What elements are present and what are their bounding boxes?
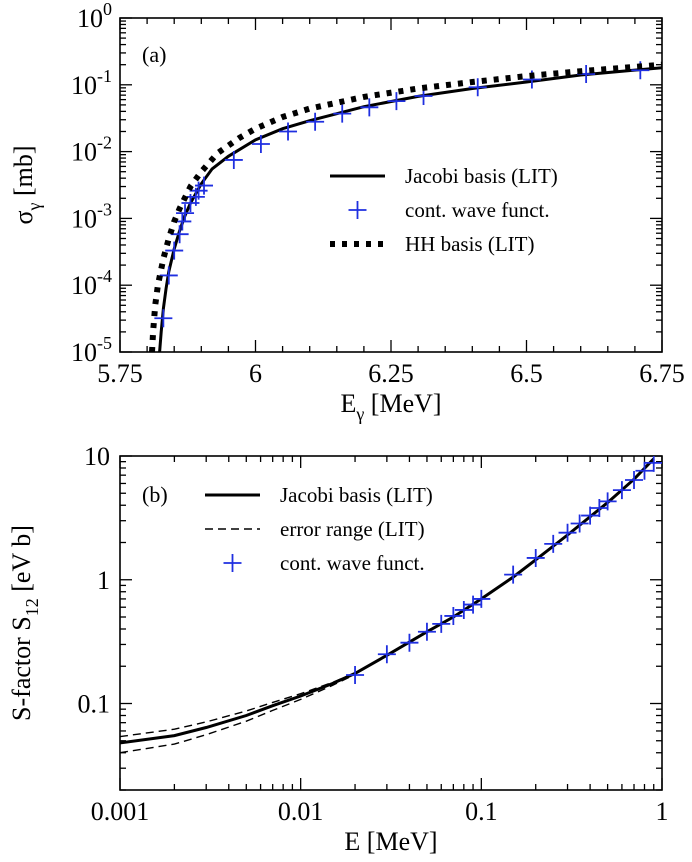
y-tick-label: 10-5 bbox=[71, 333, 112, 367]
data-point-plus bbox=[625, 470, 644, 489]
y-tick-label: 100 bbox=[77, 0, 112, 33]
panel-a-chart: 5.75 6 6.25 6.5 6.75 10-5 10-4 10-3 10-2 10-1 100 E… bbox=[9, 0, 685, 424]
data-point-plus bbox=[432, 614, 451, 633]
y-tick-label: 10-1 bbox=[71, 66, 112, 100]
data-point-plus bbox=[279, 122, 298, 141]
data-point-plus bbox=[195, 176, 214, 195]
series-line-dashed bbox=[120, 672, 356, 738]
data-point-plus bbox=[224, 150, 243, 169]
legend-marker bbox=[348, 201, 367, 219]
data-point-plus bbox=[165, 241, 184, 260]
data-point-plus bbox=[360, 98, 379, 117]
panel-b-chart: 0.001 0.01 0.1 1 0.1 1 10 E [MeV] S-factor S12 [… bbox=[7, 442, 669, 856]
x-tick-label: 0.1 bbox=[465, 797, 498, 826]
legend-label: cont. wave funct. bbox=[280, 551, 425, 575]
data-point-plus bbox=[612, 481, 631, 500]
series-line-solid bbox=[158, 66, 662, 352]
data-point-plus bbox=[558, 523, 577, 542]
y-tick-label: 0.1 bbox=[78, 690, 111, 719]
data-point-plus bbox=[544, 534, 563, 553]
data-point-plus bbox=[346, 665, 365, 684]
panel-tag: (b) bbox=[142, 482, 168, 507]
plot-frame bbox=[119, 455, 663, 791]
data-point-plus bbox=[444, 606, 463, 625]
x-tick-label: 6.75 bbox=[639, 359, 685, 388]
x-tick-label: 6.5 bbox=[510, 359, 543, 388]
data-point-plus bbox=[504, 565, 523, 584]
data-point-plus bbox=[644, 456, 662, 472]
x-tick-label: 0.01 bbox=[278, 797, 324, 826]
data-point-plus bbox=[400, 633, 419, 652]
data-point-plus bbox=[159, 266, 178, 285]
data-point-plus bbox=[306, 112, 325, 131]
data-point-plus bbox=[454, 600, 473, 619]
data-point-plus bbox=[472, 589, 491, 608]
legend-label: Jacobi basis (LIT) bbox=[405, 164, 558, 188]
x-axis-label: Eγ [MeV] bbox=[340, 389, 441, 424]
series-line-dashed-lower bbox=[120, 673, 356, 754]
data-point-plus bbox=[251, 134, 270, 153]
data-point-plus bbox=[377, 645, 396, 664]
data-point-plus bbox=[598, 492, 617, 511]
legend-label: cont. wave funct. bbox=[405, 198, 550, 222]
legend-label: HH basis (LIT) bbox=[405, 232, 534, 256]
y-tick-label: 10 bbox=[84, 442, 110, 471]
series-group bbox=[120, 456, 662, 754]
data-point-plus bbox=[570, 514, 589, 533]
data-point-plus bbox=[468, 78, 487, 97]
data-point-plus bbox=[581, 506, 600, 525]
x-tick-label: 0.001 bbox=[91, 797, 150, 826]
x-tick-label: 5.75 bbox=[97, 359, 143, 388]
data-point-plus bbox=[417, 622, 436, 641]
panel-tag: (a) bbox=[142, 42, 166, 67]
y-tick-label: 10-2 bbox=[71, 133, 112, 167]
x-tick-label: 6 bbox=[249, 359, 262, 388]
x-axis-label: E [MeV] bbox=[344, 827, 437, 856]
series-group bbox=[149, 61, 662, 352]
legend-label: Jacobi basis (LIT) bbox=[280, 483, 433, 507]
x-tick-label: 1 bbox=[656, 797, 669, 826]
data-point-plus bbox=[176, 204, 195, 223]
data-point-plus bbox=[333, 104, 352, 123]
data-point-plus bbox=[526, 548, 545, 567]
series-line-dotted bbox=[149, 61, 662, 352]
y-tick-label: 10-3 bbox=[71, 199, 112, 233]
legend-label: error range (LIT) bbox=[280, 517, 425, 541]
x-tick-label: 6.25 bbox=[368, 359, 414, 388]
data-point-plus bbox=[154, 309, 173, 328]
data-point-plus bbox=[635, 461, 654, 480]
data-point-plus bbox=[170, 225, 189, 244]
legend-marker bbox=[223, 554, 242, 572]
y-tick-label: 10-4 bbox=[71, 266, 112, 300]
y-axis-label: S-factor S12 [eV b] bbox=[7, 525, 42, 721]
y-axis-label: σγ [mb] bbox=[9, 145, 44, 224]
y-tick-label: 1 bbox=[97, 566, 110, 595]
data-point-plus bbox=[387, 92, 406, 111]
